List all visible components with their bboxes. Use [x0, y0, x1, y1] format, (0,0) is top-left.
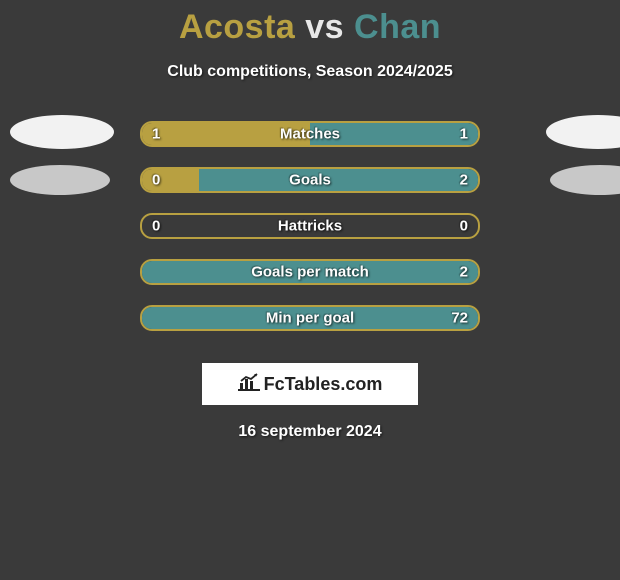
stat-bar-right-fill [199, 169, 478, 191]
stat-row: Min per goal 72 [0, 295, 620, 341]
avatar-left [10, 115, 114, 149]
stat-right-value: 72 [451, 310, 468, 327]
stat-bar: Min per goal 72 [140, 305, 480, 331]
stat-left-value: 0 [152, 218, 160, 235]
avatar-right [546, 115, 620, 149]
stat-bar-left-fill [142, 169, 199, 191]
avatar-left [10, 165, 110, 195]
stat-left-value: 1 [152, 126, 160, 143]
stat-bar: Matches 1 1 [140, 121, 480, 147]
player2-name: Chan [354, 8, 441, 46]
stats-container: Matches 1 1 Goals 0 2 Hattricks 0 0 Goals per mat… [0, 111, 620, 341]
stat-right-value: 2 [460, 264, 468, 281]
stat-bar: Hattricks 0 0 [140, 213, 480, 239]
stat-label: Min per goal [266, 310, 354, 327]
stat-left-value: 0 [152, 172, 160, 189]
source-logo-label: FcTables.com [238, 373, 383, 396]
stat-label: Matches [280, 126, 340, 143]
page-title: Acosta vs Chan [0, 0, 620, 47]
stat-bar: Goals 0 2 [140, 167, 480, 193]
stat-right-value: 1 [460, 126, 468, 143]
stat-label: Goals [289, 172, 331, 189]
chart-icon [238, 373, 260, 396]
stat-right-value: 0 [460, 218, 468, 235]
player1-name: Acosta [179, 8, 295, 46]
date-label: 16 september 2024 [0, 423, 620, 441]
stat-row: Goals per match 2 [0, 249, 620, 295]
source-logo-text: FcTables.com [264, 374, 383, 395]
stat-label: Goals per match [251, 264, 369, 281]
source-logo[interactable]: FcTables.com [202, 363, 418, 405]
avatar-right [550, 165, 620, 195]
stat-row: Matches 1 1 [0, 111, 620, 157]
stat-bar: Goals per match 2 [140, 259, 480, 285]
subtitle: Club competitions, Season 2024/2025 [0, 63, 620, 81]
stat-right-value: 2 [460, 172, 468, 189]
stat-row: Goals 0 2 [0, 157, 620, 203]
stat-label: Hattricks [278, 218, 342, 235]
stat-row: Hattricks 0 0 [0, 203, 620, 249]
title-vs: vs [305, 8, 344, 46]
